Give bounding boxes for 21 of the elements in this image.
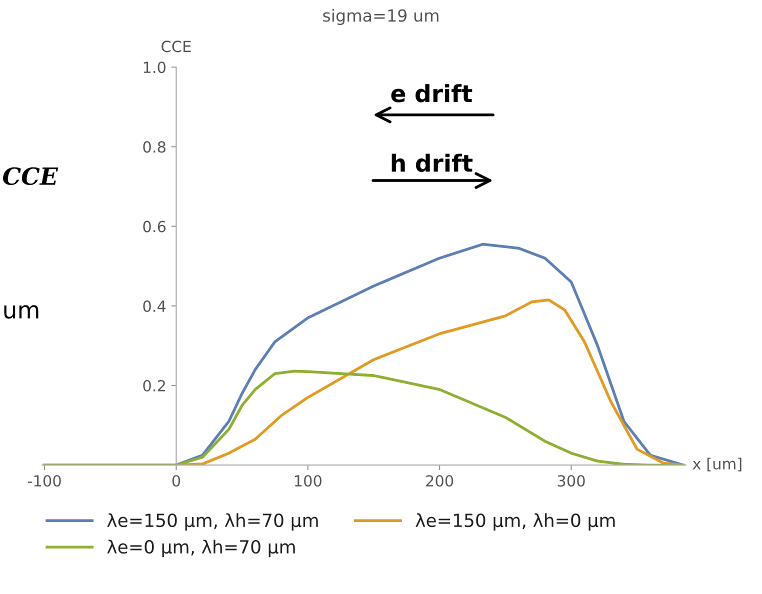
y-tick-label: 0.6 (143, 220, 166, 232)
annotation: h drift (392, 154, 473, 172)
legend-label: λe=0 μm, λh=70 μm (107, 540, 295, 558)
annotation: CCE (3, 167, 58, 186)
y-tick-label: 0.8 (143, 141, 166, 153)
x-tick-label: 200 (426, 475, 454, 487)
x-axis-title: x [um] (692, 458, 742, 472)
line-series (43, 370, 685, 466)
x-tick-label: 300 (558, 475, 585, 487)
legend-label: λe=150 μm, λh=70 μm (107, 513, 318, 531)
annotation: e drift (391, 84, 472, 102)
text: um (4, 305, 38, 319)
x-tick-label: 100 (294, 475, 322, 487)
y-axis-title: CCE (162, 40, 191, 52)
y-tick-label: 1.0 (144, 62, 166, 74)
x-tick-label: 0 (172, 475, 180, 487)
chart-title: sigma=19 um (323, 8, 438, 26)
y-tick-label: 0.4 (143, 300, 166, 312)
y-tick-label: 0.2 (143, 380, 165, 392)
x-tick-label: -100 (28, 475, 61, 487)
legend-label: λe=150 μm, λh=0 μm (416, 513, 615, 531)
